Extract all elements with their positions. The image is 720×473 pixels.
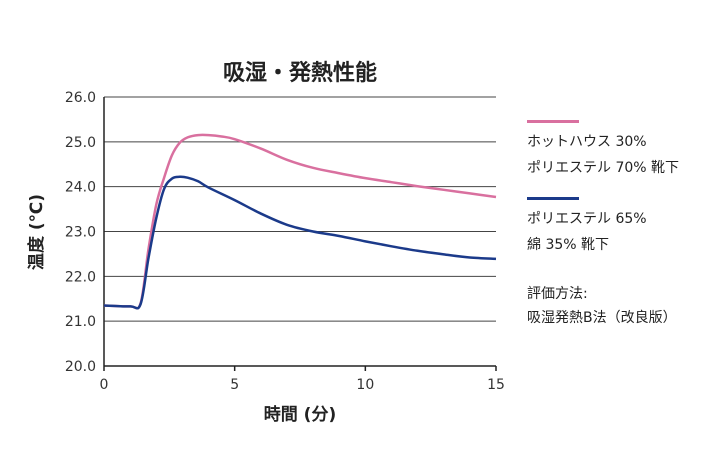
evaluation-note: 評価方法: 吸湿発熱B法（改良版）: [527, 282, 717, 330]
x-tick-label: 0: [100, 377, 109, 393]
axes: [103, 97, 497, 371]
note-line1: 評価方法:: [527, 286, 588, 302]
y-tick-label: 25.0: [65, 135, 96, 151]
legend-label-line1: ポリエステル 65%: [527, 211, 647, 227]
x-tick-label: 5: [230, 377, 239, 393]
chart-title: 吸湿・発熱性能: [223, 60, 377, 86]
series-lines: [103, 133, 497, 310]
y-tick-label: 21.0: [65, 314, 96, 330]
y-tick-label: 22.0: [65, 269, 96, 285]
legend-label-line1: ホットハウス 30%: [527, 134, 647, 150]
legend-swatch-navy: [527, 197, 579, 200]
x-tick-label: 15: [487, 377, 505, 393]
y-tick-labels: 20.0 21.0 22.0 23.0 24.0 25.0 26.0: [65, 90, 96, 375]
legend-entry-polyester: ポリエステル 65% 綿 35% 靴下: [527, 197, 717, 258]
legend-label-line2: ポリエステル 70% 靴下: [527, 160, 680, 176]
grid-lines: [104, 96, 496, 367]
legend-swatch-pink: [527, 120, 579, 123]
note-line2: 吸湿発熱B法（改良版）: [527, 310, 677, 326]
y-tick-label: 24.0: [65, 180, 96, 196]
legend-label-line2: 綿 35% 靴下: [527, 237, 610, 253]
series-line-polyester: [103, 175, 497, 310]
legend-entry-hothouse: ホットハウス 30% ポリエステル 70% 靴下: [527, 120, 717, 181]
legend: ホットハウス 30% ポリエステル 70% 靴下 ポリエステル 65% 綿 35…: [527, 120, 717, 330]
x-axis-label: 時間 (分): [264, 404, 336, 425]
x-tick-label: 10: [356, 377, 374, 393]
y-tick-label: 20.0: [65, 359, 96, 375]
series-line-hothouse: [103, 133, 497, 310]
y-tick-label: 26.0: [65, 90, 96, 106]
x-tick-labels: 0 5 10 15: [100, 377, 505, 393]
y-axis-label: 温度 (℃): [26, 194, 47, 270]
y-tick-label: 23.0: [65, 225, 96, 241]
